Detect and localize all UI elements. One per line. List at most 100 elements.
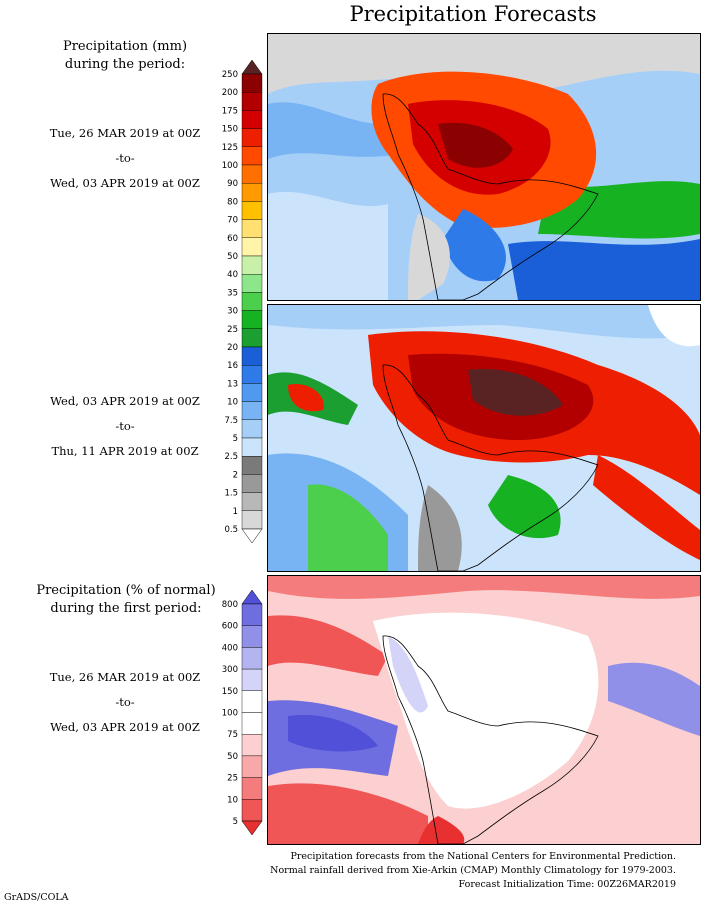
mm-scale-swatch (241, 110, 263, 129)
mm-scale-swatch (241, 146, 263, 166)
mm-scale-swatch (241, 73, 263, 93)
footer-notes: Precipitation forecasts from the Nationa… (260, 850, 676, 892)
mm-scale-tick-label: 7.5 (224, 416, 238, 426)
pct-scale-swatch (241, 777, 263, 800)
mm-scale-swatch (241, 219, 263, 239)
mm-scale-tick-label: 1 (233, 507, 238, 517)
period3-from: Tue, 26 MAR 2019 at 00Z (49, 670, 201, 684)
mm-scale-tick-label: 1.5 (224, 489, 238, 499)
period2-to: Thu, 11 APR 2019 at 00Z (51, 444, 199, 458)
mm-scale-tick-label: 40 (227, 270, 238, 280)
period2-from: Wed, 03 APR 2019 at 00Z (50, 394, 200, 408)
footer-line3: Forecast Initialization Time: 00Z26MAR20… (458, 879, 676, 890)
mm-scale-swatch (241, 164, 263, 184)
mm-scale-swatch (241, 383, 263, 402)
pct-scale-tick-label: 800 (222, 600, 238, 610)
period1-sep: -to- (115, 151, 135, 165)
mm-scale-swatch (241, 201, 263, 220)
pct-scale-swatch (241, 625, 263, 648)
footer-line1: Precipitation forecasts from the Nationa… (290, 851, 677, 862)
period2-sep: -to- (115, 419, 135, 433)
mm-scale-swatch (241, 292, 263, 311)
period3-block: Tue, 26 MAR 2019 at 00Z -to- Wed, 03 APR… (30, 670, 220, 734)
mm-scale-tick-label: 175 (222, 106, 238, 116)
mm-scale-tick-label: 50 (227, 252, 238, 262)
pct-scale-swatch (241, 712, 263, 735)
pct-scale-tick-label: 75 (227, 730, 238, 740)
mm-scale-swatch (241, 474, 263, 493)
pct-scale-tick-label: 600 (222, 622, 238, 632)
pct-scale-swatch (241, 799, 263, 822)
period1-block: Tue, 26 MAR 2019 at 00Z -to- Wed, 03 APR… (30, 126, 220, 190)
pct-colorbar: 800 600 400 300 150 100 75 50 25 10 5 (222, 589, 263, 836)
mm-scale-tick-label: 25 (227, 325, 238, 335)
pct-scale-tick-label: 10 (227, 795, 238, 805)
period1-to: Wed, 03 APR 2019 at 00Z (50, 176, 200, 190)
mm-scale-swatch (241, 128, 263, 147)
mm-scale-swatch (241, 92, 263, 111)
mm-heading-line1: Precipitation (mm) (62, 39, 188, 54)
mm-scale-tick-label: 0.5 (224, 525, 238, 535)
mm-scale-tick-label: 250 (222, 70, 238, 80)
mm-scale-swatch (241, 365, 263, 384)
mm-scale-tick-label: 16 (227, 361, 238, 371)
mm-scale-swatch (241, 310, 263, 330)
period3-to: Wed, 03 APR 2019 at 00Z (50, 720, 200, 734)
pct-scale-tick-label: 100 (222, 709, 238, 719)
mm-scale-swatch (241, 328, 263, 348)
pct-scale-swatch (241, 733, 263, 757)
pct-scale-swatch (241, 647, 263, 670)
pct-scale-tick-label: 400 (222, 643, 238, 653)
mm-scale-tick-label: 2.5 (224, 452, 238, 462)
mm-scale-swatch (241, 492, 263, 512)
map-panel-week2-mm (267, 304, 701, 572)
pct-scale-tick-label: 50 (227, 752, 238, 762)
map-panel-week1-mm (267, 33, 701, 301)
footer-line2: Normal rainfall derived from Xie-Arkin (… (270, 865, 676, 876)
period2-block: Wed, 03 APR 2019 at 00Z -to- Thu, 11 APR… (30, 394, 220, 458)
mm-scale-tick-label: 30 (227, 307, 238, 317)
mm-scale-tick-label: 150 (222, 125, 238, 135)
mm-scale-tick-label: 90 (227, 179, 238, 189)
grads-credit: GrADS/COLA (4, 892, 69, 903)
pct-heading-line1: Precipitation (% of normal) (36, 583, 216, 598)
pct-scale-tick-label: 300 (222, 665, 238, 675)
mm-scale-tick-label: 13 (227, 379, 238, 389)
mm-scale-tick-label: 70 (227, 216, 238, 226)
mm-scale-tick-label: 20 (227, 343, 238, 353)
pct-scale-arrow-bottom (241, 820, 263, 836)
pct-heading-line2: during the first period: (50, 601, 202, 616)
pct-scale-swatch (241, 755, 263, 778)
mm-scale-swatch (241, 437, 263, 457)
mm-scale-tick-label: 100 (222, 161, 238, 171)
page-title: Precipitation Forecasts (349, 2, 597, 26)
mm-scale-tick-label: 80 (227, 197, 238, 207)
pct-scale-tick-label: 25 (227, 774, 238, 784)
mm-heading-line2: during the period: (64, 57, 186, 72)
mm-scale-swatch (241, 237, 263, 257)
mm-scale-swatch (241, 182, 263, 202)
mm-scale-arrow-bottom (241, 528, 263, 544)
pct-scale-tick-label: 150 (222, 687, 238, 697)
mm-scale-arrow-top (241, 59, 263, 75)
pct-scale-swatch (241, 668, 263, 691)
pct-heading: Precipitation (% of normal) during the f… (26, 582, 226, 618)
pct-scale-swatch (241, 690, 263, 713)
pct-scale-swatch (241, 603, 263, 626)
mm-scale-swatch (241, 456, 263, 475)
pct-scale-arrow-top (241, 589, 263, 605)
mm-scale-tick-label: 200 (222, 88, 238, 98)
mm-scale-swatch (241, 419, 263, 439)
mm-scale-swatch (241, 510, 263, 530)
mm-colorbar: 2502001751501251009080706050403530252016… (222, 59, 263, 544)
mm-scale-tick-label: 5 (233, 434, 238, 444)
mm-scale-swatch (241, 346, 263, 366)
period1-from: Tue, 26 MAR 2019 at 00Z (49, 126, 201, 140)
mm-scale-tick-label: 35 (227, 288, 238, 298)
mm-scale-swatch (241, 401, 263, 421)
mm-scale-tick-label: 10 (227, 398, 238, 408)
mm-scale-tick-label: 125 (222, 143, 238, 153)
mm-scale-tick-label: 60 (227, 234, 238, 244)
mm-scale-tick-label: 2 (233, 470, 238, 480)
mm-scale-swatch (241, 273, 263, 293)
